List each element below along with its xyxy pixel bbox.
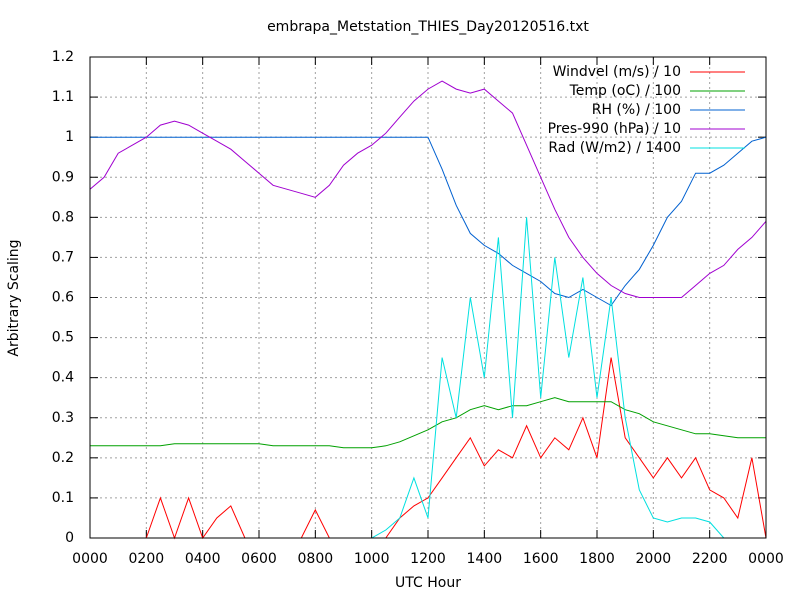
y-tick-label: 0.4 (52, 370, 74, 386)
y-tick-label: 0.9 (52, 169, 74, 185)
data-line (90, 136, 767, 307)
data-line (90, 397, 766, 449)
x-tick-label: 0000 (748, 551, 784, 567)
x-tick-label: 1000 (354, 551, 390, 567)
x-tick-label: 2200 (692, 551, 728, 567)
chart-title: embrapa_Metstation_THIES_Day20120516.txt (267, 19, 589, 35)
y-tick-label: 1.1 (52, 89, 74, 105)
x-tick-label: 0000 (72, 551, 108, 567)
x-tick-label: 2000 (636, 551, 672, 567)
legend-label: Pres-990 (hPa) / 10 (548, 121, 681, 137)
x-tick-label: 0400 (185, 551, 221, 567)
y-tick-label: 1.2 (52, 49, 74, 65)
y-tick-label: 0.6 (52, 290, 74, 306)
y-axis-label: Arbitrary Scaling (6, 239, 22, 356)
x-tick-label: 0600 (241, 551, 277, 567)
x-tick-label: 1600 (523, 551, 559, 567)
x-tick-label: 1800 (579, 551, 615, 567)
y-tick-label: 0.2 (52, 450, 74, 466)
legend-label: RH (%) / 100 (592, 102, 681, 118)
y-tick-label: 0.5 (52, 330, 74, 346)
x-tick-label: 1400 (467, 551, 503, 567)
x-tick-label: 0200 (129, 551, 165, 567)
y-tick-label: 0.1 (52, 490, 74, 506)
legend-label: Temp (oC) / 100 (569, 83, 681, 99)
y-tick-label: 1 (65, 129, 74, 145)
y-tick-label: 0.3 (52, 410, 74, 426)
y-tick-label: 0 (65, 530, 74, 546)
y-tick-label: 0.7 (52, 249, 74, 265)
y-tick-label: 0.8 (52, 209, 74, 225)
legend-label: Rad (W/m2) / 1400 (548, 140, 681, 156)
data-line (89, 80, 767, 298)
legend-label: Windvel (m/s) / 10 (553, 64, 681, 80)
x-tick-label: 1200 (410, 551, 446, 567)
plot-border (89, 56, 767, 539)
x-tick-label: 0800 (298, 551, 334, 567)
x-axis-label: UTC Hour (395, 575, 461, 591)
